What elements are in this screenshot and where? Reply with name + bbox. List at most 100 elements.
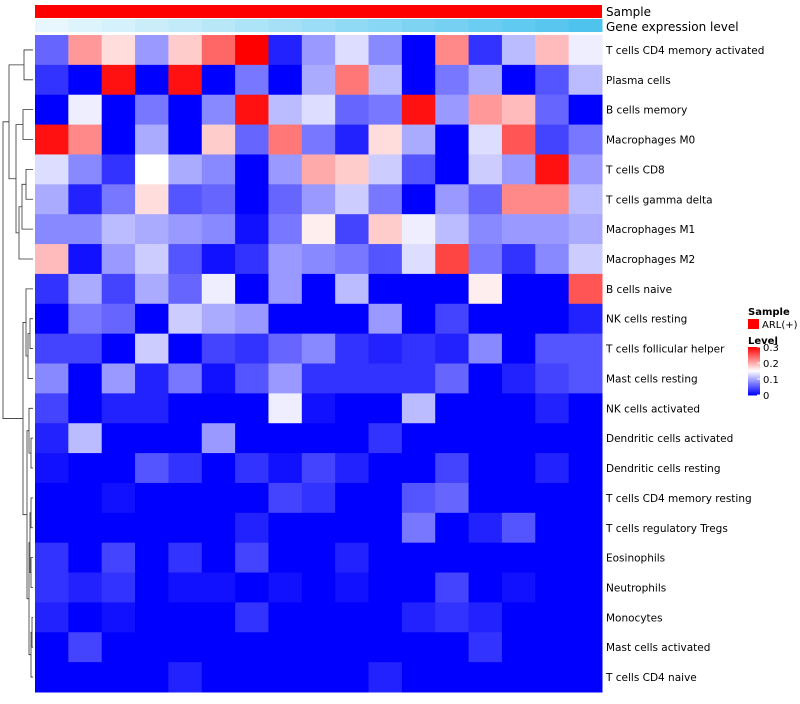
heatmap-cell: [535, 572, 570, 603]
heatmap-cell: [435, 632, 470, 663]
heatmap-cell: [435, 512, 470, 544]
heatmap-cell: [301, 423, 336, 454]
heatmap-cell: [435, 662, 470, 693]
heatmap-cell: [568, 154, 603, 185]
heatmap-cell: [401, 94, 436, 126]
heatmap-cell: [201, 393, 236, 424]
heatmap-cell: [235, 482, 269, 514]
legend-colorbar-segment: [748, 373, 760, 376]
heatmap-cell: [468, 333, 503, 364]
gene-expression-track-cell: [301, 19, 336, 32]
legend-colorbar-segment: [748, 355, 760, 358]
heatmap-cell: [501, 572, 536, 603]
heatmap-cell: [168, 184, 203, 215]
heatmap-cell: [35, 124, 69, 155]
legend-colorbar-segment: [748, 359, 760, 361]
heatmap-cell: [368, 662, 403, 693]
heatmap-cell: [268, 214, 303, 245]
heatmap-cell: [68, 662, 103, 693]
heatmap-cell: [301, 572, 336, 603]
heatmap-cell: [435, 154, 470, 185]
row-label: Plasma cells: [606, 75, 671, 87]
heatmap-cell: [168, 94, 203, 126]
row-label: Dendritic cells activated: [606, 433, 733, 445]
heatmap-cell: [401, 273, 436, 305]
heatmap-cell: [435, 184, 470, 215]
heatmap-cell: [268, 64, 303, 96]
heatmap-cell: [135, 273, 169, 305]
heatmap-cell: [68, 184, 103, 215]
row-label: Macrophages M1: [606, 224, 695, 236]
heatmap-cell: [68, 303, 103, 335]
heatmap-cell: [135, 303, 169, 335]
heatmap-cell: [268, 393, 303, 424]
row-label: Macrophages M2: [606, 254, 695, 266]
legend-tick-label: 0.1: [763, 375, 779, 386]
heatmap-cell: [301, 453, 336, 484]
heatmap-cell: [68, 602, 103, 633]
heatmap-cell: [301, 244, 336, 275]
legend-colorbar-segment: [748, 367, 760, 370]
heatmap-cell: [101, 662, 136, 693]
heatmap-cell: [401, 423, 436, 454]
heatmap-cell: [435, 214, 470, 245]
heatmap-cell: [368, 602, 403, 633]
heatmap-cell: [135, 453, 169, 484]
heatmap-cell: [268, 363, 303, 394]
heatmap-cell: [135, 632, 169, 663]
heatmap-cell: [501, 482, 536, 514]
heatmap-cell: [35, 214, 69, 245]
heatmap-cell: [501, 154, 536, 185]
heatmap-cell: [568, 453, 603, 484]
heatmap-cell: [568, 244, 603, 275]
heatmap-cell: [35, 184, 69, 215]
heatmap-cell: [435, 572, 470, 603]
heatmap-cell: [168, 393, 203, 424]
heatmap-cell: [535, 273, 570, 305]
heatmap-cell: [168, 35, 203, 66]
heatmap-cell: [101, 453, 136, 484]
heatmap-cell: [68, 273, 103, 305]
gene-expression-track-cell: [335, 19, 370, 32]
heatmap-cell: [68, 423, 103, 454]
heatmap-cell: [68, 393, 103, 424]
heatmap-cell: [535, 363, 570, 394]
heatmap-cell: [235, 124, 269, 155]
heatmap-cell: [568, 35, 603, 66]
heatmap-cell: [68, 35, 103, 66]
heatmap-cell: [201, 363, 236, 394]
legend-level-title: Level: [748, 336, 778, 347]
heatmap-cell: [435, 244, 470, 275]
heatmap-cell: [335, 423, 370, 454]
heatmap-cell: [401, 662, 436, 693]
heatmap-cell: [201, 64, 236, 96]
heatmap-cells: [35, 35, 603, 693]
dendrogram-branch: [25, 288, 33, 357]
heatmap-cell: [335, 154, 370, 185]
legend-colorbar-segment: [748, 361, 760, 364]
row-labels: T cells CD4 memory activated Plasma cells…: [605, 45, 764, 684]
heatmap-cell: [135, 572, 169, 603]
legend-colorbar-segment: [748, 372, 760, 374]
dendrogram-branch: [29, 318, 33, 349]
heatmap-cell: [401, 154, 436, 185]
heatmap-cell: [101, 572, 136, 603]
heatmap-cell: [201, 512, 236, 544]
heatmap-cell: [135, 482, 169, 514]
heatmap-cell: [235, 602, 269, 633]
heatmap-cell: [101, 94, 136, 126]
heatmap-cell: [401, 602, 436, 633]
heatmap-cell: [35, 35, 69, 66]
gene-expression-track-cell: [501, 19, 536, 32]
heatmap-cell: [335, 273, 370, 305]
heatmap-cell: [101, 303, 136, 335]
heatmap-cell: [201, 154, 236, 185]
heatmap-cell: [35, 64, 69, 96]
heatmap-cell: [268, 453, 303, 484]
heatmap-cell: [368, 453, 403, 484]
gene-expression-track-cell: [568, 19, 603, 32]
heatmap-cell: [168, 542, 203, 574]
heatmap-cell: [468, 244, 503, 275]
